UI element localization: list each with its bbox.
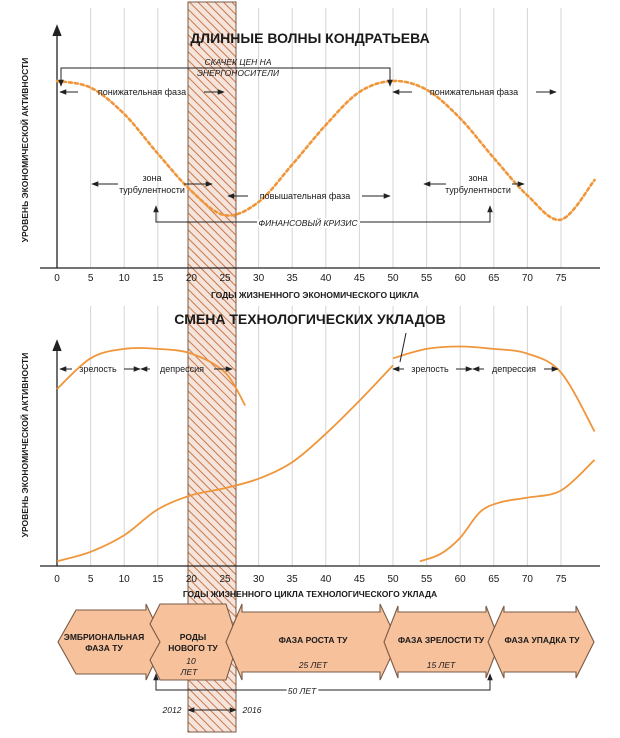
financial-crisis-label: ФИНАНСОВЫЙ КРИЗИС	[258, 217, 358, 228]
up-phase-label: повышательная фаза	[260, 191, 351, 201]
birth-years-line2: ЛЕТ	[180, 667, 198, 677]
bottom-x-tick-label: 5	[88, 574, 94, 585]
top-x-tick-label: 60	[455, 273, 467, 284]
decline-label: ФАЗА УПАДКА ТУ	[504, 635, 580, 645]
bottom-x-tick-label: 75	[555, 574, 567, 585]
year-start-label: 2012	[162, 705, 182, 715]
depression-1-label: депрессия	[160, 364, 204, 374]
bottom-x-tick-label: 70	[522, 574, 534, 585]
bottom-x-tick-label: 55	[421, 574, 433, 585]
top-x-tick-label: 30	[253, 273, 265, 284]
bottom-title: СМЕНА ТЕХНОЛОГИЧЕСКИХ УКЛАДОВ	[174, 311, 445, 327]
turbulence-1-label-line1: зона	[142, 173, 161, 183]
price-jump-label-line1: СКАЧЕК ЦЕН НА	[205, 57, 272, 67]
top-x-tick-label: 35	[287, 273, 299, 284]
bottom-x-tick-label: 65	[488, 574, 500, 585]
maturity-phase-label: ФАЗА ЗРЕЛОСТИ ТУ	[398, 635, 485, 645]
bottom-x-tick-label: 15	[152, 574, 164, 585]
bottom-x-tick-label: 40	[320, 574, 332, 585]
top-x-tick-label: 75	[555, 273, 567, 284]
top-x-tick-label: 55	[421, 273, 433, 284]
top-x-tick-labels: 0 5 10 15 20 25 30 35 40 45 50 55 60 65 70 75	[54, 273, 567, 284]
top-x-tick-label: 50	[387, 273, 399, 284]
fifty-years-bracket	[153, 673, 493, 691]
phase-arrows	[57, 603, 595, 681]
bottom-x-tick-label: 30	[253, 574, 265, 585]
price-jump-label-line2: ЭНЕРГОНОСИТЕЛИ	[197, 68, 280, 78]
bottom-series-4-line	[419, 459, 596, 563]
top-axes	[40, 24, 600, 269]
birth-label-line2: НОВОГО ТУ	[168, 643, 218, 653]
maturity-2-leader	[399, 332, 407, 363]
bottom-x-tick-label: 60	[455, 574, 467, 585]
top-gridlines	[90, 8, 562, 268]
top-x-tick-label: 40	[320, 273, 332, 284]
bottom-curves	[56, 345, 596, 563]
top-x-tick-label: 65	[488, 273, 500, 284]
bottom-series-1-line	[56, 347, 246, 406]
bottom-series-2-line	[56, 364, 394, 563]
birth-label-line1: РОДЫ	[180, 632, 206, 642]
top-title: ДЛИННЫЕ ВОЛНЫ КОНДРАТЬЕВА	[190, 30, 429, 46]
embryonic-label-line1: ЭМБРИОНАЛЬНАЯ	[64, 632, 144, 642]
bottom-axes	[40, 339, 600, 567]
turbulence-1-label-line2: турбулентности	[119, 185, 185, 195]
embryonic-phase-arrow	[57, 603, 165, 681]
financial-crisis-bracket	[153, 205, 493, 223]
maturity-1-label: зрелость	[79, 364, 117, 374]
bottom-series-3-line	[392, 345, 596, 432]
top-x-axis-label: ГОДЫ ЖИЗНЕННОГО ЭКОНОМИЧЕСКОГО ЦИКЛА	[211, 290, 419, 300]
top-curves	[55, 79, 596, 222]
top-x-tick-label: 0	[54, 273, 60, 284]
growth-label: ФАЗА РОСТА ТУ	[279, 635, 348, 645]
top-x-tick-label: 5	[88, 273, 94, 284]
top-series-1-line	[55, 79, 596, 222]
top-y-axis-label: УРОВЕНЬ ЭКОНОМИЧЕСКОЙ АКТИВНОСТИ	[19, 58, 30, 243]
fifty-years-label: 50 ЛЕТ	[288, 686, 317, 696]
top-x-tick-label: 70	[522, 273, 534, 284]
bottom-x-tick-label: 0	[54, 574, 60, 585]
bottom-x-tick-label: 10	[119, 574, 131, 585]
top-x-tick-label: 25	[219, 273, 231, 284]
year-end-label: 2016	[242, 705, 262, 715]
down-phase-2-label: понижательная фаза	[430, 87, 518, 97]
bottom-x-tick-label: 25	[219, 574, 231, 585]
bottom-gridlines	[90, 306, 562, 566]
bottom-x-axis-label: ГОДЫ ЖИЗНЕННОГО ЦИКЛА ТЕХНОЛОГИЧЕСКОГО У…	[183, 589, 437, 599]
bottom-y-axis-label: УРОВЕНЬ ЭКОНОМИЧЕСКОЙ АКТИВНОСТИ	[19, 353, 30, 538]
down-phase-1-label: понижательная фаза	[98, 87, 186, 97]
turbulence-2-label-line1: зона	[468, 173, 487, 183]
top-x-tick-label: 10	[119, 273, 131, 284]
top-x-tick-label: 20	[186, 273, 198, 284]
bottom-x-tick-label: 50	[387, 574, 399, 585]
decline-phase-arrow	[487, 605, 595, 679]
bottom-x-tick-label: 45	[354, 574, 366, 585]
top-x-tick-label: 45	[354, 273, 366, 284]
bottom-x-tick-label: 35	[287, 574, 299, 585]
bottom-x-tick-label: 20	[186, 574, 198, 585]
top-x-tick-label: 15	[152, 273, 164, 284]
turbulence-2-label-line2: турбулентности	[445, 185, 511, 195]
price-jump-bracket	[58, 67, 393, 87]
bottom-x-tick-labels: 0 5 10 15 20 25 30 35 40 45 50 55 60 65 70 75	[54, 574, 567, 585]
maturity-2-label: зрелость	[411, 364, 449, 374]
birth-years-line1: 10	[186, 656, 196, 666]
depression-2-label: депрессия	[492, 364, 536, 374]
maturity-years: 15 ЛЕТ	[427, 660, 456, 670]
embryonic-label-line2: ФАЗА ТУ	[85, 643, 123, 653]
growth-years: 25 ЛЕТ	[298, 660, 328, 670]
